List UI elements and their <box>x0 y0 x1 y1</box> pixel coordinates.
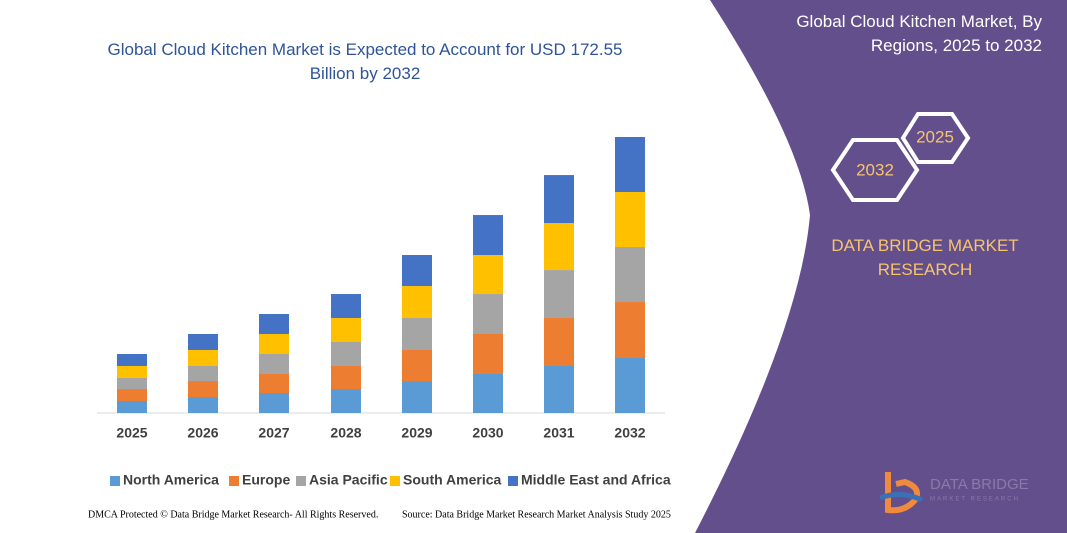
x-tick-label: 2025 <box>116 425 147 441</box>
legend-label: Middle East and Africa <box>521 472 671 488</box>
bar-segment <box>473 255 503 295</box>
chart-title: Global Cloud Kitchen Market is Expected … <box>107 40 623 83</box>
bar-segment <box>402 318 432 350</box>
side-panel <box>695 0 1067 533</box>
bar-segment <box>544 175 574 224</box>
bar-segment <box>259 353 289 374</box>
hexagon-label: 2032 <box>856 160 894 179</box>
bar-segment <box>615 192 645 248</box>
bar-segment <box>615 247 645 303</box>
x-tick-label: 2031 <box>543 425 574 441</box>
footer-right: Source: Data Bridge Market Research Mark… <box>402 509 671 520</box>
bar-segment <box>615 302 645 358</box>
legend-label: Europe <box>242 472 290 488</box>
bar-segment <box>117 389 147 402</box>
bar-segment <box>473 334 503 374</box>
bar-segment <box>259 373 289 394</box>
bar-segment <box>331 318 361 343</box>
x-tick-label: 2026 <box>187 425 218 441</box>
bar-segment <box>402 381 432 413</box>
bar-segment <box>259 314 289 335</box>
footer-left: DMCA Protected © Data Bridge Market Rese… <box>88 509 378 520</box>
logo-mark <box>885 472 920 514</box>
x-tick-label: 2027 <box>258 425 289 441</box>
bar-segment <box>188 365 218 382</box>
legend-swatch <box>296 476 306 486</box>
legend-label: South America <box>403 472 501 488</box>
bar-segment <box>544 365 574 413</box>
legend-label: Asia Pacific <box>309 472 388 488</box>
bar-segment <box>331 294 361 319</box>
hexagon-label: 2025 <box>916 127 954 146</box>
legend-swatch <box>110 476 120 486</box>
panel-title: Global Cloud Kitchen Market, By Regions,… <box>796 12 1042 55</box>
x-tick-label: 2029 <box>401 425 432 441</box>
bar-segment <box>544 223 574 271</box>
bar-segment <box>331 389 361 413</box>
bar-segment <box>117 353 147 366</box>
bar-segment <box>117 377 147 390</box>
legend-swatch <box>390 476 400 486</box>
legend-swatch <box>508 476 518 486</box>
x-tick-label: 2030 <box>472 425 503 441</box>
bar-segment <box>402 349 432 382</box>
bar-segment <box>188 381 218 398</box>
legend-swatch <box>229 476 239 486</box>
brand: DATA BRIDGE MARKET RESEARCH <box>831 236 1019 279</box>
x-tick-label: 2028 <box>330 425 361 441</box>
x-tick-label: 2032 <box>614 425 645 441</box>
hexagon <box>830 138 920 202</box>
bar-segment <box>473 294 503 335</box>
bar-segment <box>473 373 503 413</box>
bar-segment <box>473 215 503 256</box>
bar-segment <box>259 334 289 354</box>
bar-segment <box>188 397 218 413</box>
bar-segment <box>331 342 361 366</box>
hexagon <box>900 112 971 164</box>
bar-segment <box>331 365 361 390</box>
bar-segment <box>117 365 147 378</box>
bar-segment <box>402 255 432 287</box>
bar-segment <box>259 393 289 413</box>
logo-text: DATA BRIDGE <box>930 476 1029 493</box>
legend-label: North America <box>123 472 219 488</box>
bar-segment <box>615 137 645 193</box>
bar-segment <box>188 349 218 366</box>
bar-segment <box>188 334 218 350</box>
bar-segment <box>615 357 645 413</box>
logo: DATA BRIDGE MARKET RESEARCH <box>879 472 1029 514</box>
bar-segment <box>544 318 574 366</box>
logo-subtext: MARKET RESEARCH <box>930 497 1020 503</box>
bar-segment <box>402 286 432 319</box>
logo-mark <box>879 492 924 503</box>
bar-segment <box>117 401 147 413</box>
bar-segment <box>544 270 574 319</box>
